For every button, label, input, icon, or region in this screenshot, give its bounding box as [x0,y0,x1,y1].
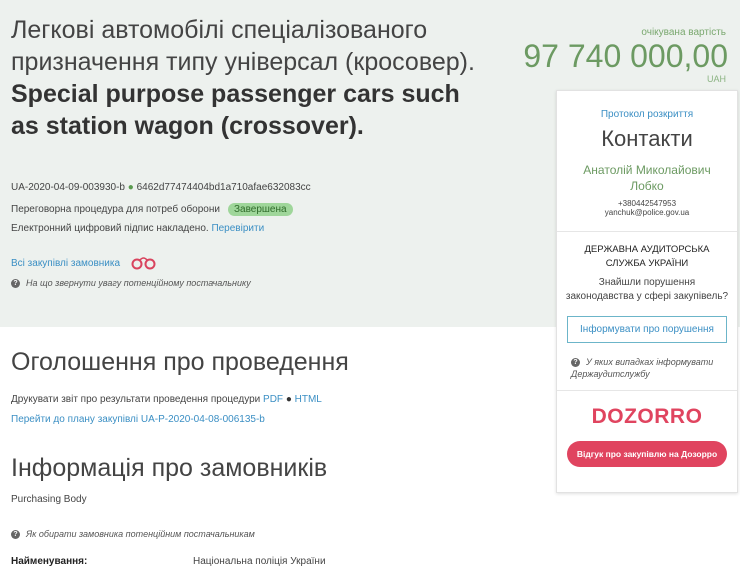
contact-email[interactable]: yanchuk@police.gov.ua [604,208,690,217]
buyer-hint[interactable]: ? Як обирати замовника потенційним постач… [11,529,255,539]
price-currency: UAH [706,74,726,84]
report-violation-button[interactable]: Інформувати про порушення [567,316,727,343]
contact-phone: +380442547953 [617,199,677,208]
page-title: Легкові автомобілі спеціалізованого приз… [11,14,491,142]
signature-line: Електронний цифровий підпис накладено. П… [11,223,264,234]
all-purchases-line: Всі закупівлі замовника [11,256,157,270]
status-badge: Завершена [227,203,293,216]
tender-id-line: UA-2020-04-09-003930-b ● 6462d77474404bd… [11,182,311,193]
question-icon: ? [11,279,20,288]
procedure-type: Переговорна процедура для потреб оборони [11,204,220,215]
contacts-title: Контакти [601,126,693,151]
contact-name: Анатолій Миколайович Лобко [583,163,711,193]
verify-signature-link[interactable]: Перевірити [211,223,265,234]
dozorro-feedback-button[interactable]: Відгук про закупівлю на Дозорро [567,441,727,467]
buyer-name-label: Найменування: [11,556,88,567]
tender-hash: 6462d77474404bd1a710afae632083cc [136,182,311,193]
sidebar-card: Протокол розкриття Контакти Анатолій Мик… [556,90,738,493]
procedure-line: Переговорна процедура для потреб оборони… [11,203,293,216]
question-icon: ? [11,530,20,539]
pdf-link[interactable]: PDF [263,394,284,405]
dozorro-logo: DOZORRO [591,405,703,428]
signature-text: Електронний цифровий підпис накладено. [11,223,209,234]
protocol-link[interactable]: Протокол розкриття [600,109,694,120]
price-label: очікувана вартість [641,27,726,38]
audit-hint[interactable]: ? У яких випадках інформувати Держаудитсл… [571,357,714,379]
title-uk: Легкові автомобілі спеціалізованого приз… [11,16,475,76]
tender-id: UA-2020-04-09-003930-b [11,182,125,193]
binoculars-icon[interactable] [131,256,157,270]
buyer-role: Purchasing Body [11,494,87,505]
announcement-title: Оголошення про проведення [11,348,349,376]
buyers-title: Інформація про замовників [11,454,328,482]
title-en: Special purpose passenger cars such as s… [11,80,460,140]
supplier-hint[interactable]: ? На що звернути увагу потенційному поста… [11,278,251,288]
buyer-name-value: Національна поліція України [193,556,326,567]
print-report-line: Друкувати звіт про результати проведення… [11,394,322,405]
question-icon: ? [571,358,580,367]
audit-title: ДЕРЖАВНА АУДИТОРСЬКА СЛУЖБА УКРАЇНИ [584,244,710,269]
audit-question: Знайшли порушення законодавства у сфері … [565,277,729,302]
all-purchases-link[interactable]: Всі закупівлі замовника [11,258,121,269]
price-amount: 97 740 000,00 [523,38,728,74]
plan-link[interactable]: Перейти до плану закупівлі UA-P-2020-04-… [11,414,265,425]
html-link[interactable]: HTML [294,394,322,405]
